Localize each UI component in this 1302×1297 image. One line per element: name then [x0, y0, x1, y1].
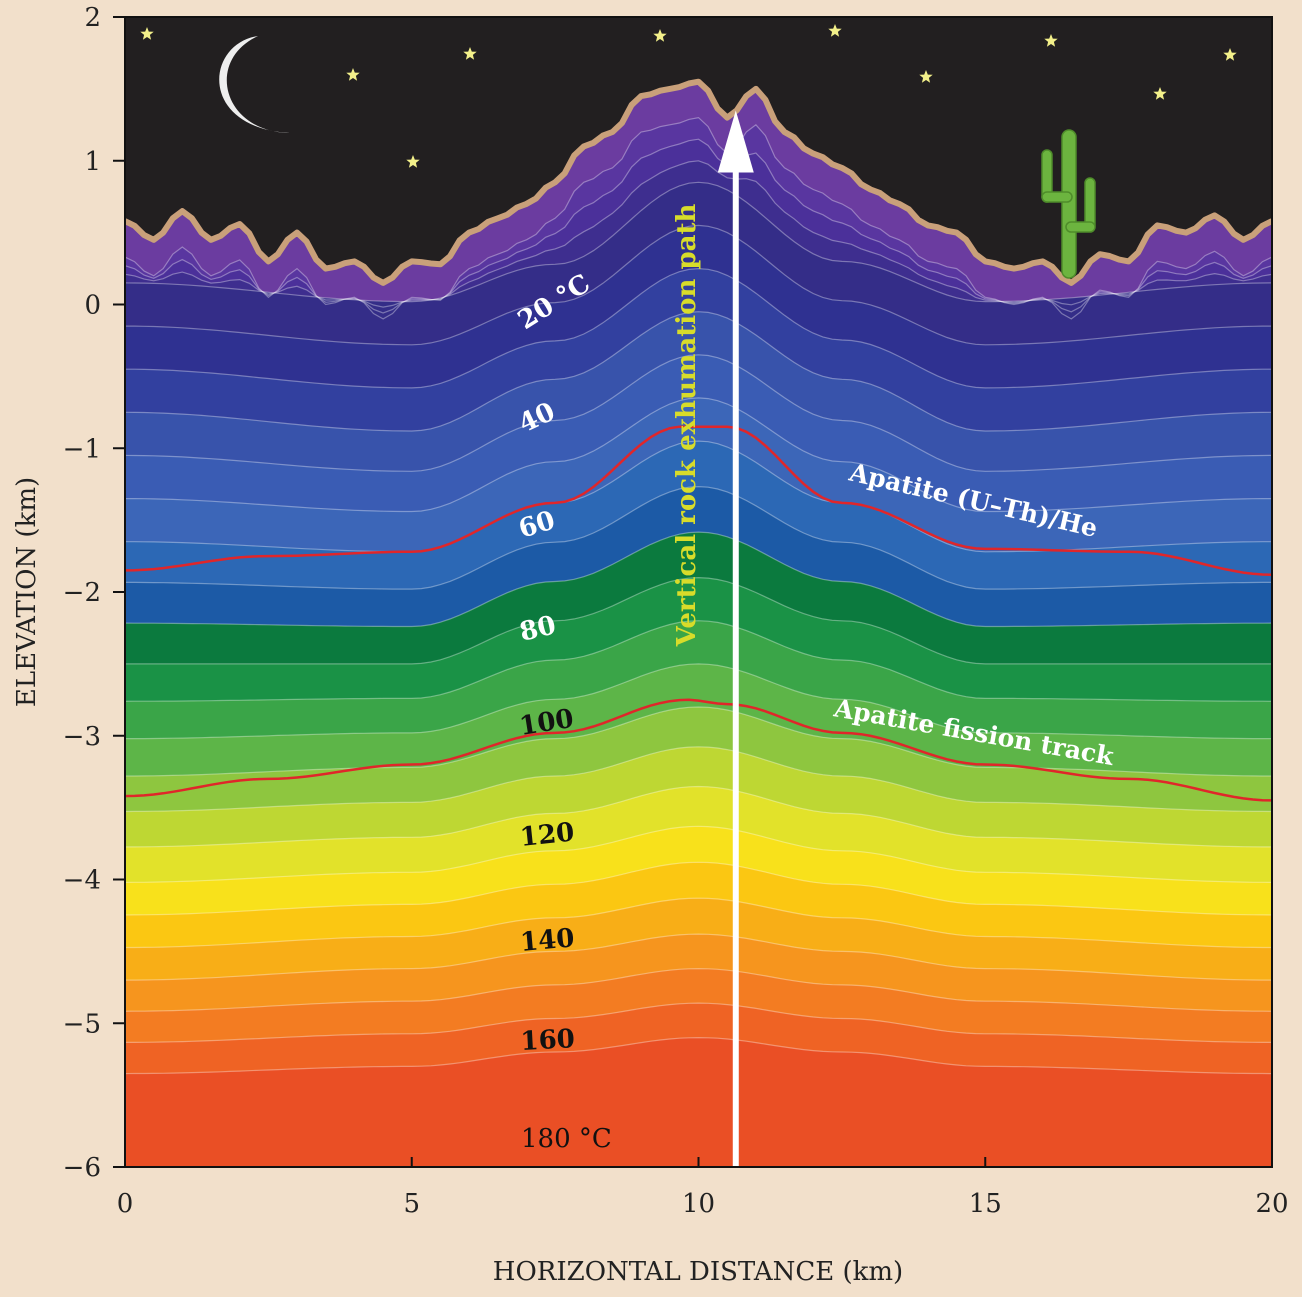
x-tick-label: 20: [1255, 1189, 1288, 1219]
isotherm-line: [125, 116, 1272, 320]
y-axis: −6 −5 −4 −3 −2 −1 0 1 2: [63, 3, 125, 1183]
x-tick-label: 10: [682, 1189, 715, 1219]
y-tick-label: 2: [84, 3, 101, 33]
topography-outline: [125, 78, 1272, 286]
isotherm-line: [125, 224, 1272, 346]
isotherm-line: [125, 485, 1272, 590]
isotherm-line: [125, 160, 1272, 308]
star-icon: [346, 68, 360, 81]
y-tick-label: −6: [63, 1153, 101, 1183]
isotherm-line: [125, 576, 1272, 665]
x-tick-label: 5: [403, 1189, 420, 1219]
closure-curve-line: [125, 698, 1272, 802]
x-tick-label: 15: [969, 1189, 1002, 1219]
star-icon: [828, 24, 842, 37]
y-tick-label: −5: [63, 1009, 101, 1039]
isotherm-line: [125, 354, 1272, 472]
isotherm-label-160: 160: [520, 1024, 576, 1057]
isotherm-lines: [125, 116, 1272, 1075]
temperature-band: [125, 1037, 1272, 1167]
x-axis: 0 5 10 15 20: [117, 1157, 1289, 1219]
isotherm-line: [125, 825, 1272, 883]
isotherm-label-180: 180 °C: [521, 1124, 612, 1154]
closure-curve-line: [125, 425, 1272, 577]
isotherm-line: [125, 620, 1272, 702]
isotherm-line: [125, 897, 1272, 949]
isotherm-line: [125, 1036, 1272, 1075]
x-axis-label: HORIZONTAL DISTANCE (km): [493, 1257, 903, 1287]
isotherm-line: [125, 967, 1272, 1012]
exhumation-arrowhead: [717, 110, 754, 173]
isotherm-line: [125, 267, 1272, 389]
star-icon: [463, 47, 477, 60]
star-icon: [406, 155, 420, 168]
star-icon: [1044, 34, 1058, 47]
isotherm-line: [125, 663, 1272, 740]
isotherm-line: [125, 531, 1272, 628]
isotherm-line: [125, 785, 1272, 848]
y-tick-label: −3: [63, 722, 101, 752]
isotherm-line: [125, 706, 1272, 777]
isotherm-label-140: 140: [519, 923, 576, 958]
isotherm-line: [125, 181, 1272, 303]
exhumation-path-label: Vertical rock exhumation path: [672, 204, 702, 648]
isotherm-line: [125, 861, 1272, 916]
y-tick-label: −4: [63, 866, 101, 896]
star-icon: [1153, 87, 1167, 100]
y-tick-label: 0: [84, 291, 101, 321]
y-tick-label: −1: [63, 434, 101, 464]
x-tick-label: 0: [117, 1189, 134, 1219]
isotherm-line: [125, 138, 1272, 314]
y-axis-label: ELEVATION (km): [12, 477, 42, 707]
isotherm-line: [125, 397, 1272, 513]
isotherm-line: [125, 311, 1272, 432]
temperature-bands: [125, 81, 1272, 1167]
isotherm-label-120: 120: [519, 817, 576, 853]
cactus-icon: [1041, 129, 1096, 279]
isotherm-line: [125, 933, 1272, 981]
y-tick-label: −2: [63, 578, 101, 608]
y-tick-label: 1: [84, 147, 101, 177]
isotherm-line: [125, 440, 1272, 553]
star-icon: [919, 70, 933, 83]
closure-curves: [125, 425, 1272, 802]
isotherm-line: [125, 1002, 1272, 1043]
stars-decoration: [140, 24, 1237, 168]
isotherm-line: [125, 746, 1272, 813]
star-icon: [1223, 48, 1237, 61]
star-icon: [140, 27, 154, 40]
star-icon: [653, 29, 667, 42]
